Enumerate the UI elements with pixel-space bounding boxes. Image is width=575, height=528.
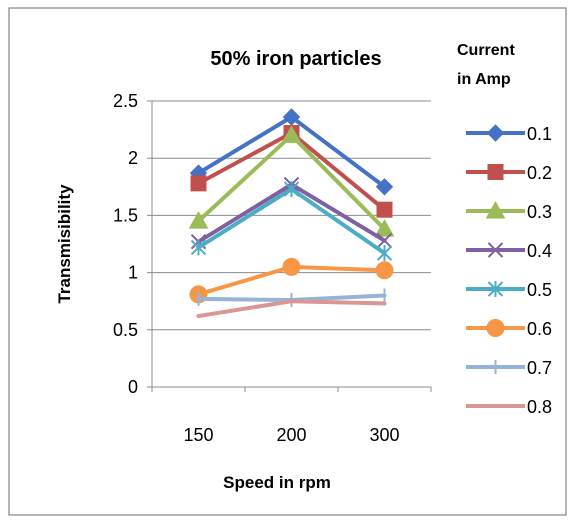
y-tick-label: 2 <box>128 148 138 168</box>
series-0.1 <box>189 108 394 196</box>
x-axis-title: Speed in rpm <box>223 473 331 492</box>
data-point <box>376 232 393 249</box>
data-point <box>375 261 394 280</box>
legend-item: 0.4 <box>466 241 552 261</box>
legend-marker <box>486 124 505 142</box>
data-point <box>376 201 393 218</box>
data-point <box>282 108 301 126</box>
y-tick-label: 1.5 <box>113 205 138 225</box>
legend-label: 0.2 <box>527 163 552 183</box>
series-0.5 <box>190 181 393 262</box>
legend-title-line-1: Current <box>457 42 515 59</box>
legend-item: 0.1 <box>466 124 552 144</box>
legend-marker <box>487 242 504 258</box>
series-group <box>188 108 395 319</box>
x-tick-labels: 150 200 300 <box>183 425 399 445</box>
y-tick-label: 1 <box>128 263 138 283</box>
x-tick-label: 300 <box>369 425 399 445</box>
data-point <box>376 245 393 262</box>
legend-item: 0.8 <box>466 397 552 417</box>
legend-title-line-2: in Amp <box>457 71 511 88</box>
x-tick-label: 150 <box>183 425 213 445</box>
legend-label: 0.1 <box>527 124 552 144</box>
data-point <box>375 178 394 196</box>
legend-item: 0.3 <box>466 200 552 222</box>
legend-item: 0.7 <box>466 358 552 378</box>
series-line <box>196 299 387 319</box>
x-tick-label: 200 <box>276 425 306 445</box>
data-point <box>190 175 207 192</box>
legend-label: 0.8 <box>527 397 552 417</box>
data-point <box>281 125 302 143</box>
data-point <box>190 239 207 256</box>
axes <box>147 100 432 392</box>
legend-label: 0.6 <box>527 319 552 339</box>
legend-label: 0.4 <box>527 241 552 261</box>
y-axis-title: Transmisibility <box>55 184 74 304</box>
data-point <box>282 257 301 276</box>
legend-item: 0.2 <box>466 163 552 183</box>
chart-title: 50% iron particles <box>210 48 381 70</box>
y-tick-label: 0.5 <box>113 320 138 340</box>
series-0.3 <box>188 125 395 237</box>
legend-item: 0.6 <box>466 319 552 339</box>
legend-label: 0.3 <box>527 202 552 222</box>
data-point <box>374 219 395 237</box>
legend-marker <box>485 200 506 219</box>
data-point <box>188 211 209 229</box>
legend-marker <box>486 319 505 337</box>
legend-label: 0.5 <box>527 280 552 300</box>
data-point <box>283 181 300 198</box>
series-0.8 <box>196 299 387 319</box>
legend: 0.1 0.2 0.3 0.4 0.5 0.6 0.7 0.8 <box>466 124 552 417</box>
legend-item: 0.5 <box>466 280 552 300</box>
y-tick-label: 2.5 <box>113 91 138 111</box>
legend-marker <box>487 281 504 297</box>
y-tick-label: 0 <box>128 377 138 397</box>
legend-label: 0.7 <box>527 358 552 378</box>
y-tick-labels: 0 0.5 1 1.5 2 2.5 <box>113 91 138 397</box>
legend-marker <box>487 164 504 180</box>
